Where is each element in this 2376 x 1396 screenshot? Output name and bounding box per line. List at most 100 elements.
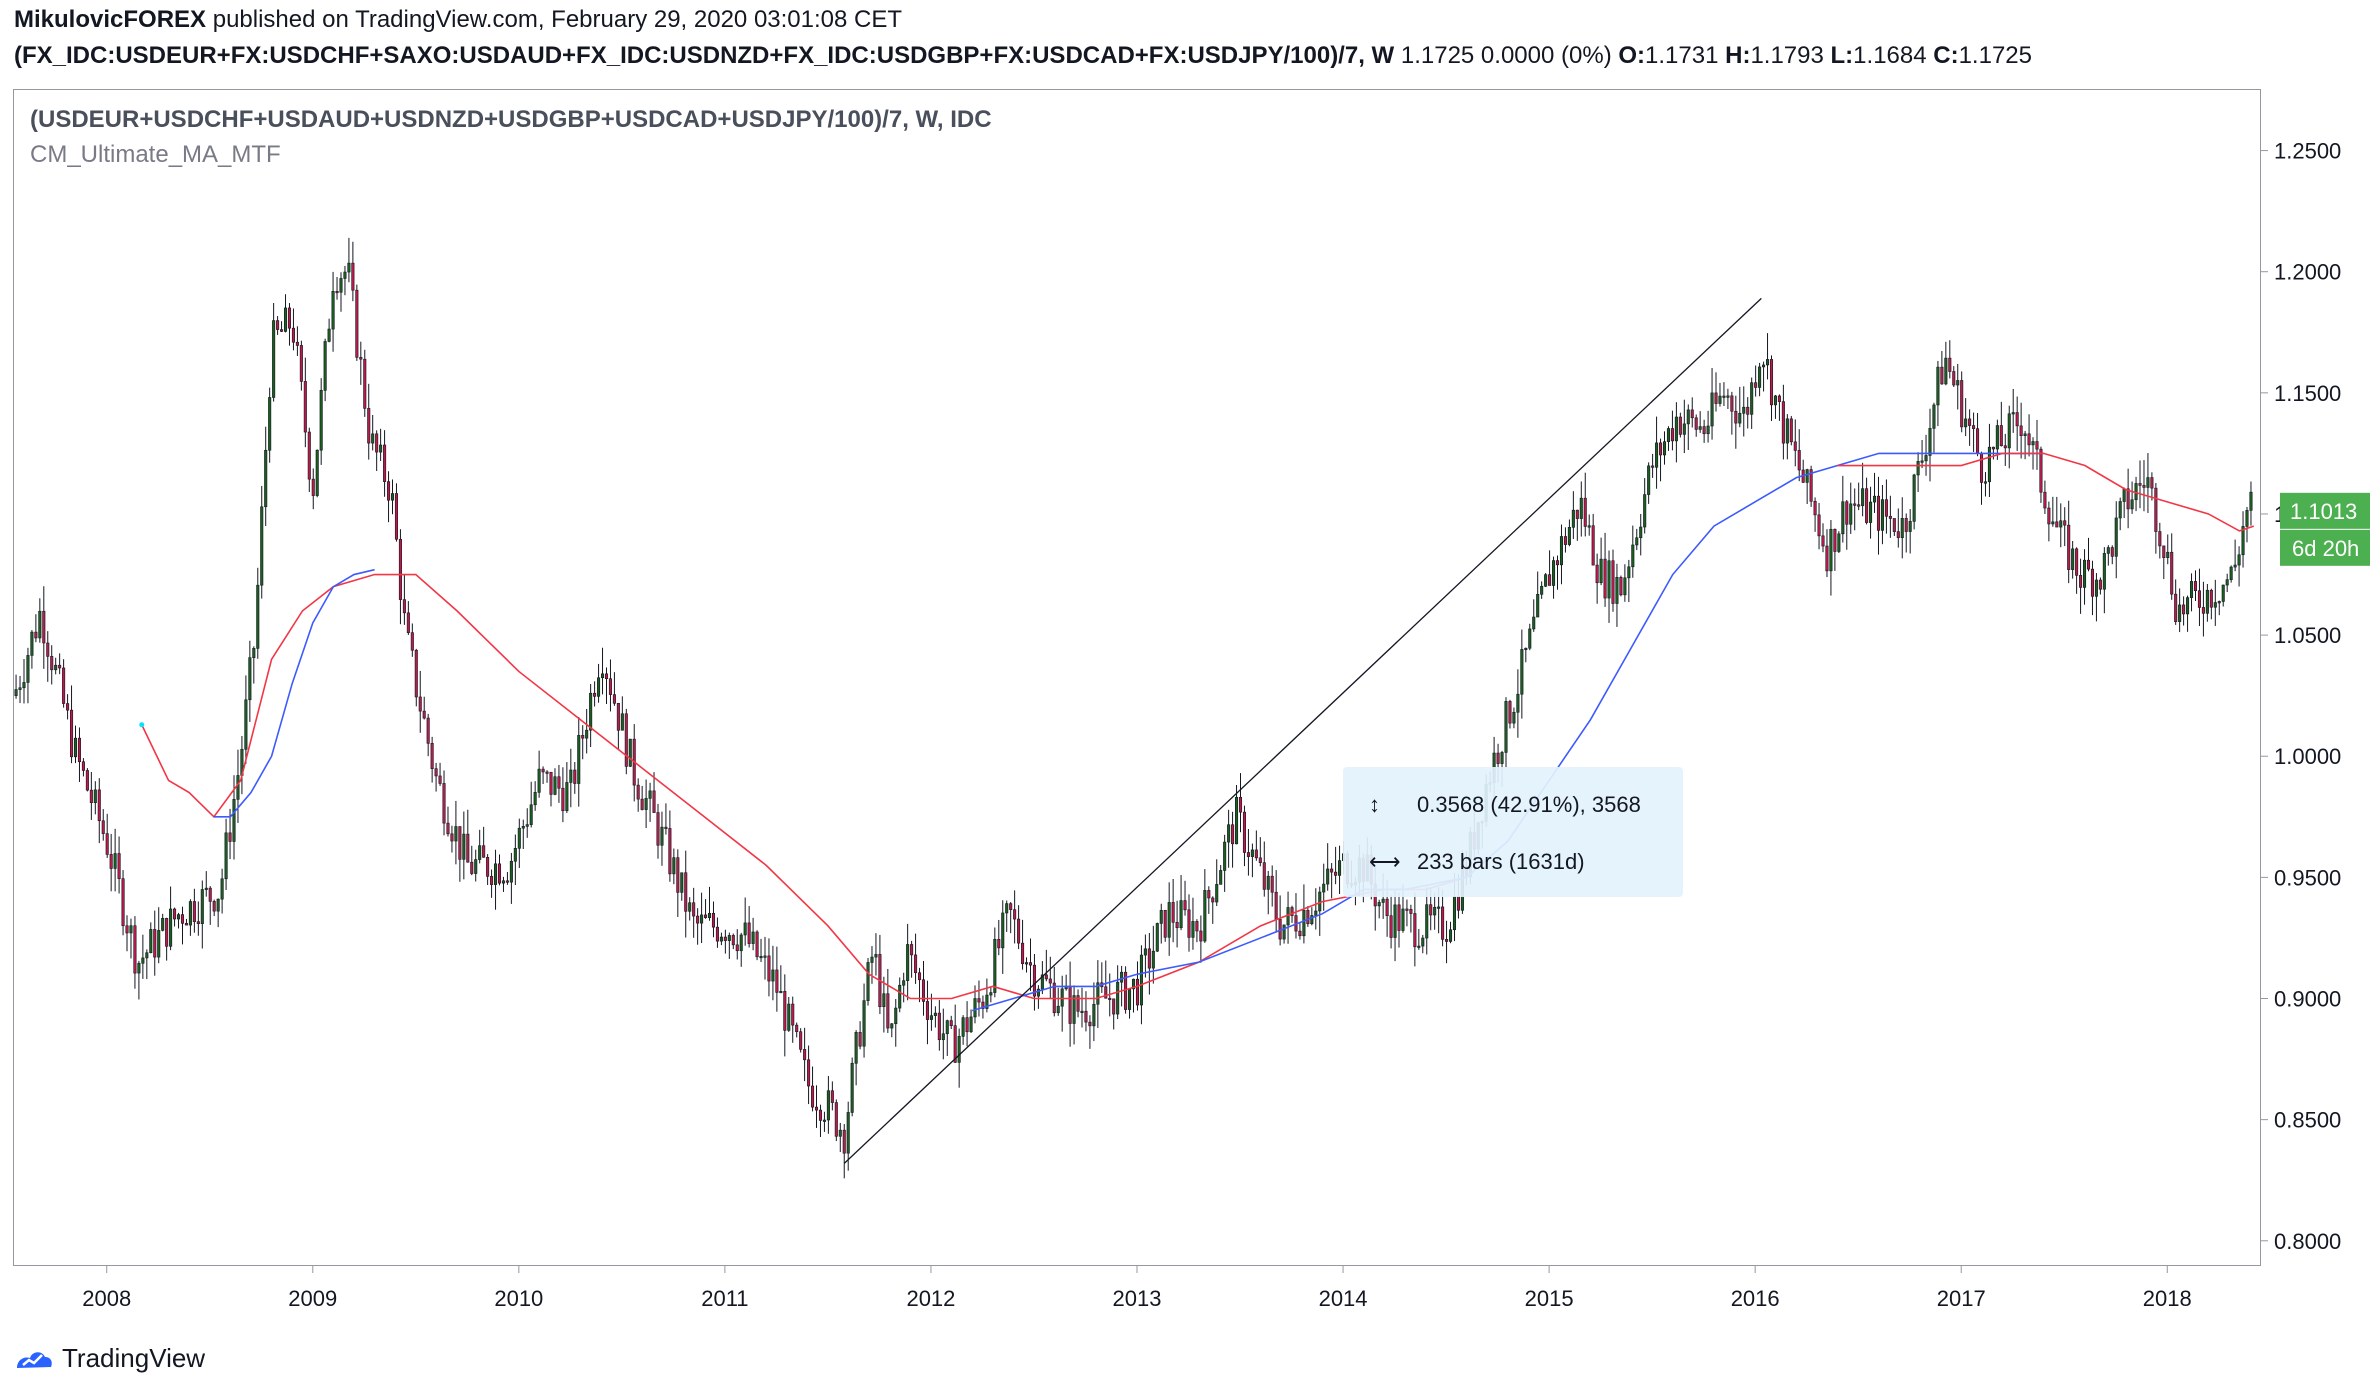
candle-body — [1500, 752, 1504, 764]
candle-body — [1730, 395, 1734, 412]
candle-body — [711, 912, 716, 928]
candle-body — [450, 833, 454, 842]
candle-body — [525, 824, 529, 827]
candle-body — [2122, 488, 2126, 502]
candle-body — [470, 861, 474, 874]
candle-body — [557, 776, 561, 789]
candle-body — [1231, 824, 1235, 845]
candle-body — [1377, 902, 1381, 907]
candle-body — [672, 857, 676, 875]
candle-body — [640, 798, 644, 810]
candle-body — [1215, 884, 1219, 903]
candle-body — [42, 610, 46, 644]
candle-body — [339, 278, 343, 293]
candle-body — [1587, 525, 1591, 528]
candle-body — [1734, 410, 1738, 424]
candle-body — [700, 914, 704, 924]
candle-body — [1322, 883, 1326, 893]
trendline — [843, 297, 1762, 1164]
candle-body — [1896, 531, 1900, 538]
candle-body — [1179, 900, 1183, 929]
ma-red-line — [141, 573, 1467, 1000]
candle-body — [1425, 904, 1429, 939]
candle-body — [1548, 574, 1552, 586]
candle-body — [1845, 501, 1849, 525]
candle-body — [1385, 898, 1389, 917]
candle-body — [70, 709, 74, 758]
candle-body — [1968, 418, 1972, 426]
candle-body — [822, 1119, 826, 1122]
candle-body — [2138, 483, 2142, 486]
candle-body — [894, 1007, 898, 1025]
candle-body — [795, 1024, 799, 1033]
candle-body — [398, 538, 402, 600]
candle-body — [2059, 520, 2063, 528]
candle-body — [2079, 575, 2083, 588]
y-tick-label: 1.0500 — [2274, 623, 2341, 648]
candle-body — [101, 820, 105, 834]
candle-body — [1060, 988, 1064, 1007]
candle-body — [1274, 891, 1278, 920]
candle-body — [858, 1032, 862, 1047]
candle-body — [953, 1025, 957, 1063]
candle-body — [2166, 551, 2170, 558]
candle-body — [1979, 453, 1984, 483]
candle-body — [1235, 797, 1239, 845]
series-legend[interactable]: (USDEUR+USDCHF+USDAUD+USDNZD+USDGBP+USDC… — [30, 106, 992, 133]
candle-body — [597, 677, 601, 697]
candle-body — [478, 845, 482, 860]
candle-body — [2154, 487, 2158, 532]
candle-body — [1171, 902, 1175, 923]
candle-body — [585, 729, 589, 739]
candle-body — [1670, 428, 1674, 442]
candle-body — [541, 768, 545, 773]
candle-body — [957, 1036, 961, 1063]
candle-body — [1227, 824, 1231, 843]
candle-body — [1773, 395, 1777, 406]
candle-body — [442, 783, 446, 824]
candle-body — [2146, 477, 2150, 488]
candle-body — [1880, 499, 1884, 531]
candle-body — [2142, 485, 2146, 488]
candle-body — [1104, 986, 1108, 999]
candle-body — [866, 962, 870, 1001]
candle-body — [192, 901, 196, 922]
candle-body — [727, 935, 731, 941]
candle-body — [783, 991, 787, 1031]
candle-body — [347, 262, 351, 273]
candle-body — [1662, 441, 1667, 456]
indicator-legend[interactable]: CM_Ultimate_MA_MTF — [30, 141, 281, 168]
candle-body — [311, 478, 315, 496]
y-tick-label: 0.8500 — [2274, 1108, 2341, 1133]
candle-body — [1417, 945, 1421, 948]
footer-brand[interactable]: TradingView — [14, 1343, 205, 1374]
candle-body — [252, 648, 256, 658]
candle-body — [1397, 904, 1401, 931]
candle-body — [688, 902, 692, 912]
close-label: C: — [1933, 42, 1959, 69]
candle-body — [1603, 558, 1607, 599]
candle-body — [2035, 441, 2039, 450]
candle-body — [2162, 545, 2166, 558]
candle-body — [1940, 366, 1944, 385]
candle-body — [1409, 909, 1413, 914]
candle-body — [1872, 495, 1877, 503]
candle-body — [1567, 527, 1571, 545]
candle-body — [1976, 428, 1980, 454]
candle-body — [1651, 465, 1655, 468]
candle-body — [200, 889, 204, 924]
candle-body — [283, 307, 288, 332]
candle-body — [1912, 474, 1916, 522]
candle-body — [1147, 948, 1151, 969]
candle-body — [1389, 915, 1393, 938]
candle-body — [1516, 693, 1520, 713]
candle-body — [1710, 392, 1714, 427]
candle-body — [1139, 954, 1143, 1006]
candle-body — [2090, 568, 2094, 597]
publisher-name[interactable]: MikulovicFOREX — [14, 6, 207, 33]
candle-body — [1036, 988, 1040, 997]
candle-body — [1306, 909, 1310, 925]
candle-body — [1869, 501, 1873, 523]
symbol-line: (FX_IDC:USDEUR+FX:USDCHF+SAXO:USDAUD+FX_… — [14, 42, 2032, 70]
